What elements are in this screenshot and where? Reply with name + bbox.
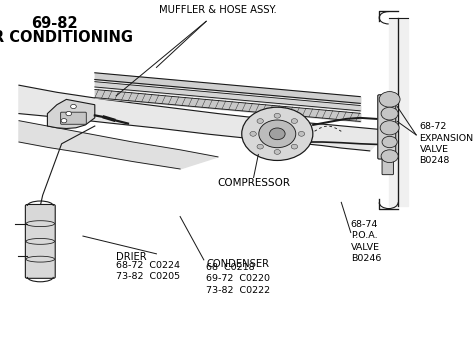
FancyBboxPatch shape bbox=[382, 156, 393, 175]
Circle shape bbox=[380, 121, 399, 135]
Text: 68-74
P.O.A.
VALVE
B0246: 68-74 P.O.A. VALVE B0246 bbox=[351, 220, 381, 263]
Text: CONDENSER: CONDENSER bbox=[206, 260, 269, 269]
Text: 68-72
EXPANSION
VALVE
B0248: 68-72 EXPANSION VALVE B0248 bbox=[419, 122, 474, 165]
Circle shape bbox=[257, 144, 264, 149]
FancyBboxPatch shape bbox=[26, 204, 55, 278]
Circle shape bbox=[259, 120, 296, 148]
Text: MUFFLER & HOSE ASSY.: MUFFLER & HOSE ASSY. bbox=[159, 5, 277, 15]
Circle shape bbox=[257, 119, 264, 124]
FancyBboxPatch shape bbox=[61, 112, 86, 124]
Circle shape bbox=[291, 144, 298, 149]
Circle shape bbox=[250, 131, 256, 136]
Circle shape bbox=[61, 119, 67, 123]
Circle shape bbox=[381, 150, 398, 163]
Polygon shape bbox=[389, 18, 408, 206]
Circle shape bbox=[298, 131, 305, 136]
Polygon shape bbox=[19, 121, 218, 169]
Circle shape bbox=[379, 92, 400, 107]
Circle shape bbox=[269, 128, 285, 140]
FancyBboxPatch shape bbox=[378, 95, 396, 159]
Circle shape bbox=[274, 113, 281, 118]
Circle shape bbox=[71, 104, 76, 109]
Text: 68  C0218
69-72  C0220
73-82  C0222: 68 C0218 69-72 C0220 73-82 C0222 bbox=[206, 263, 270, 295]
Circle shape bbox=[291, 119, 298, 124]
Text: COMPRESSOR: COMPRESSOR bbox=[217, 178, 290, 188]
Polygon shape bbox=[47, 99, 95, 129]
Circle shape bbox=[274, 149, 281, 154]
Circle shape bbox=[382, 136, 397, 148]
Circle shape bbox=[242, 107, 313, 160]
Text: AIR CONDITIONING: AIR CONDITIONING bbox=[0, 30, 133, 45]
Text: 69-82: 69-82 bbox=[31, 16, 78, 31]
Text: DRIER: DRIER bbox=[116, 252, 147, 262]
Text: 68-72  C0224
73-82  C0205: 68-72 C0224 73-82 C0205 bbox=[116, 261, 180, 281]
Circle shape bbox=[66, 111, 72, 116]
Circle shape bbox=[381, 107, 398, 120]
Polygon shape bbox=[19, 85, 389, 151]
